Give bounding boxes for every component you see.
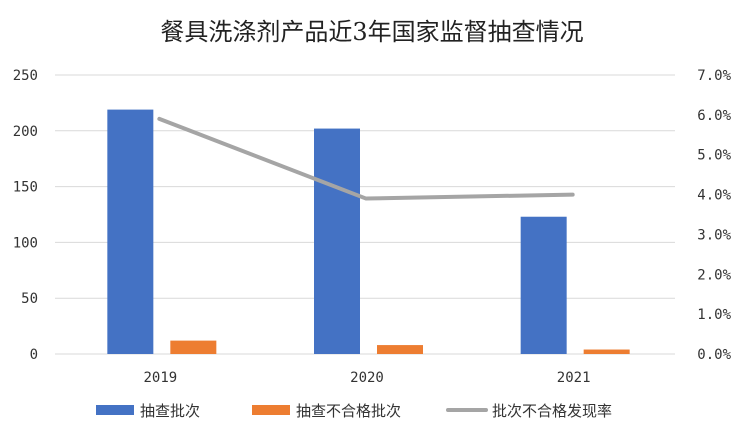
right-tick-label: 7.0% [697,68,731,84]
left-tick-label: 0 [30,347,38,363]
bar-sampled [520,216,567,354]
bar-sampled [107,109,154,354]
bars-group [107,109,630,354]
left-axis-ticks: 0 50 100 150 200 250 [13,68,38,363]
left-tick-label: 100 [13,235,38,251]
bar-failed [583,349,630,354]
right-tick-label: 0.0% [697,347,731,363]
legend-swatch [96,405,134,415]
bar-failed [377,345,423,354]
legend-label: 抽查批次 [140,402,200,420]
left-tick-label: 50 [21,291,38,307]
gridlines [55,74,675,355]
rate-line [157,116,575,201]
bar-sampled [314,128,360,354]
bar-failed [170,340,217,354]
x-tick-label: 2021 [557,370,591,386]
legend-swatch [252,405,290,415]
left-tick-label: 150 [13,180,38,196]
right-tick-label: 6.0% [697,108,731,124]
left-tick-label: 250 [13,68,38,84]
x-tick-label: 2019 [143,370,177,386]
legend-label: 批次不合格发现率 [492,402,612,420]
right-tick-label: 1.0% [697,307,731,323]
x-axis-ticks: 2019 2020 2021 [143,370,590,386]
right-axis-ticks: 0.0% 1.0% 2.0% 3.0% 4.0% 5.0% 6.0% 7.0% [697,68,731,363]
legend: 抽查批次 抽查不合格批次 批次不合格发现率 [96,402,612,420]
right-tick-label: 5.0% [697,148,731,164]
chart-title: 餐具洗涤剂产品近3年国家监督抽查情况 [160,18,583,46]
left-tick-label: 200 [13,124,38,140]
right-tick-label: 2.0% [697,267,731,283]
x-tick-label: 2020 [350,370,384,386]
legend-label: 抽查不合格批次 [296,402,401,420]
right-tick-label: 4.0% [697,188,731,204]
right-tick-label: 3.0% [697,227,731,243]
line-group [157,116,575,201]
